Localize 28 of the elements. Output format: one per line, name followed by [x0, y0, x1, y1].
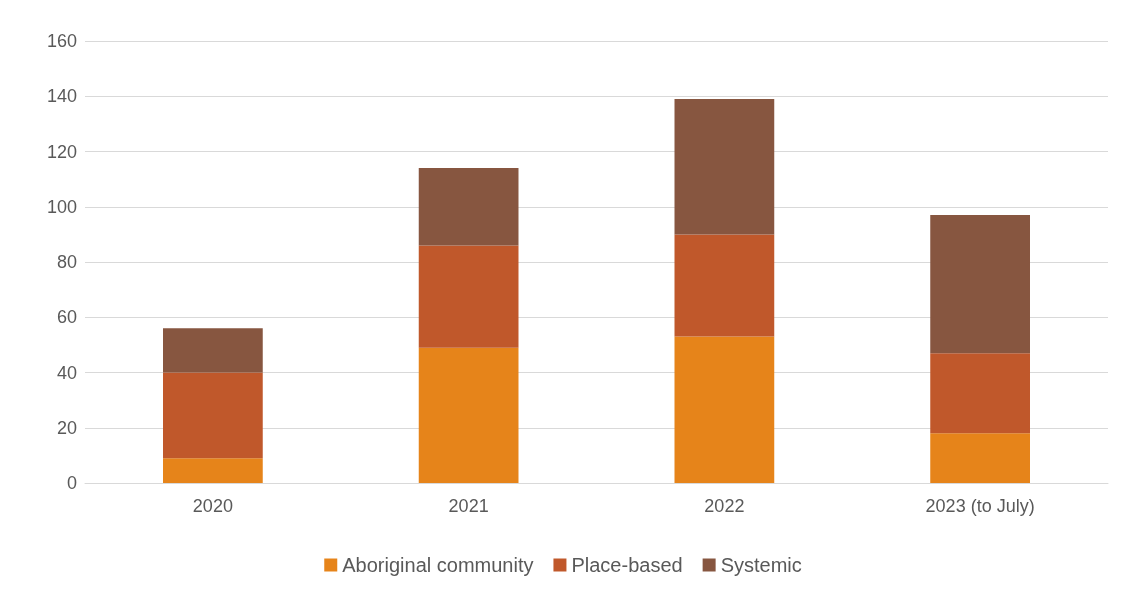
x-tick-label: 2021 — [448, 496, 489, 516]
legend-label: Aboriginal community — [342, 554, 534, 576]
bar — [674, 336, 775, 483]
x-tick-label: 2020 — [192, 496, 233, 516]
bar — [163, 372, 263, 459]
y-tick-label: 100 — [46, 196, 77, 217]
y-tick-label: 80 — [56, 252, 77, 272]
y-tick-label: 160 — [46, 31, 77, 51]
y-tick-label: 140 — [46, 86, 77, 107]
bar — [674, 234, 775, 337]
bar — [674, 99, 775, 235]
bar — [930, 353, 1030, 434]
y-tick-label: 40 — [56, 362, 77, 383]
x-tick-label: 2022 — [704, 496, 745, 516]
bar — [163, 458, 263, 483]
y-tick-label: 120 — [46, 141, 77, 162]
bar — [930, 215, 1030, 354]
legend-label: Systemic — [720, 554, 802, 576]
bar — [418, 347, 519, 483]
bar — [930, 433, 1030, 483]
y-tick-label: 0 — [66, 473, 77, 493]
x-tick-label: 2023 (to July) — [925, 496, 1035, 516]
bar — [418, 245, 519, 348]
legend-label: Place-based — [571, 554, 683, 576]
y-tick-label: 60 — [56, 307, 77, 328]
bar — [418, 168, 519, 246]
y-tick-label: 20 — [56, 417, 77, 438]
bar — [163, 328, 263, 373]
